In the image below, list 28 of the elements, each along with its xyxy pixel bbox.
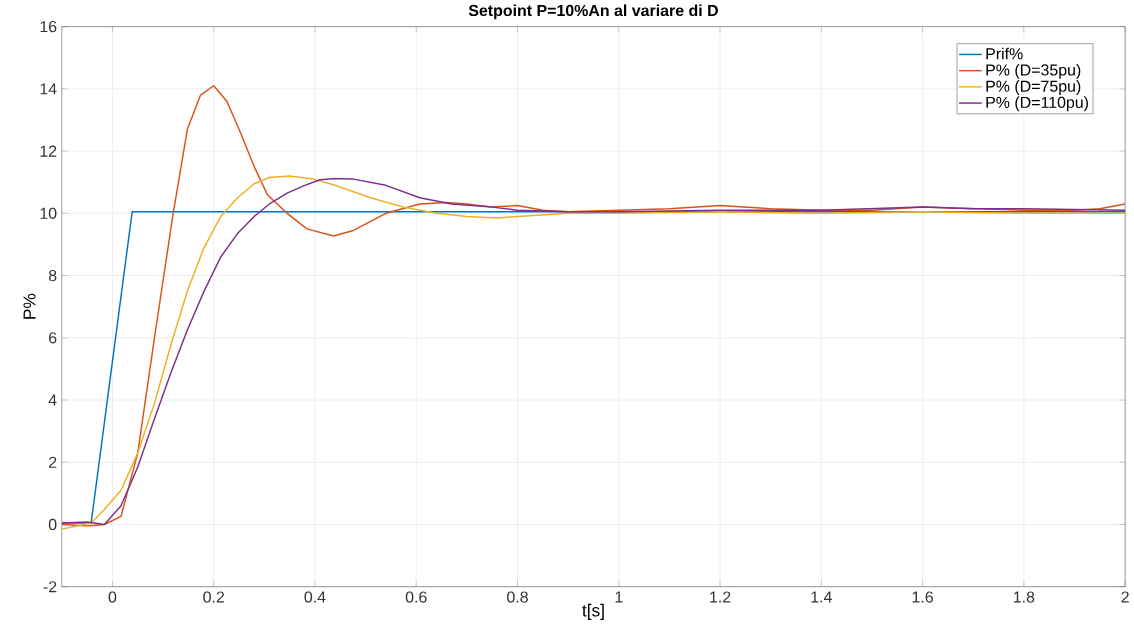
y-tick-label: -2	[43, 581, 57, 593]
x-tick-label: 0.4	[304, 591, 326, 603]
x-tick-label: 0.8	[507, 591, 528, 603]
y-tick-label: 10	[40, 207, 57, 220]
x-tick-label: 1	[615, 591, 623, 603]
y-tick-label: 4	[48, 394, 57, 406]
y-tick-label: 0	[48, 519, 57, 531]
x-tick-label: 1.4	[811, 591, 832, 603]
legend-label: P% (D=35pu)	[986, 64, 1081, 79]
x-tick-label: 0	[108, 591, 117, 603]
y-tick-label: 8	[48, 270, 57, 282]
y-axis-title: P%	[23, 294, 36, 319]
legend-label: Prif%	[986, 47, 1023, 60]
y-tick-label: 2	[49, 456, 57, 469]
x-tick-label: 2	[1121, 591, 1129, 603]
legend-label: P% (D=110pu)	[986, 96, 1088, 112]
x-tick-label: 1.6	[912, 591, 933, 603]
legend-label: P% (D=75pu)	[986, 80, 1081, 96]
x-tick-label: 1.8	[1014, 591, 1035, 603]
x-tick-label: 0.2	[203, 591, 224, 603]
x-tick-label: 0.6	[405, 591, 427, 603]
x-axis-title: t[s]	[582, 604, 604, 621]
x-tick-label: 1.2	[710, 591, 731, 603]
y-tick-label: 16	[40, 21, 57, 33]
y-tick-label: 6	[49, 332, 57, 344]
chart-title: Setpoint P=10%An al variare di D	[468, 4, 718, 20]
y-tick-label: 12	[40, 145, 57, 157]
y-tick-label: 14	[40, 83, 57, 95]
